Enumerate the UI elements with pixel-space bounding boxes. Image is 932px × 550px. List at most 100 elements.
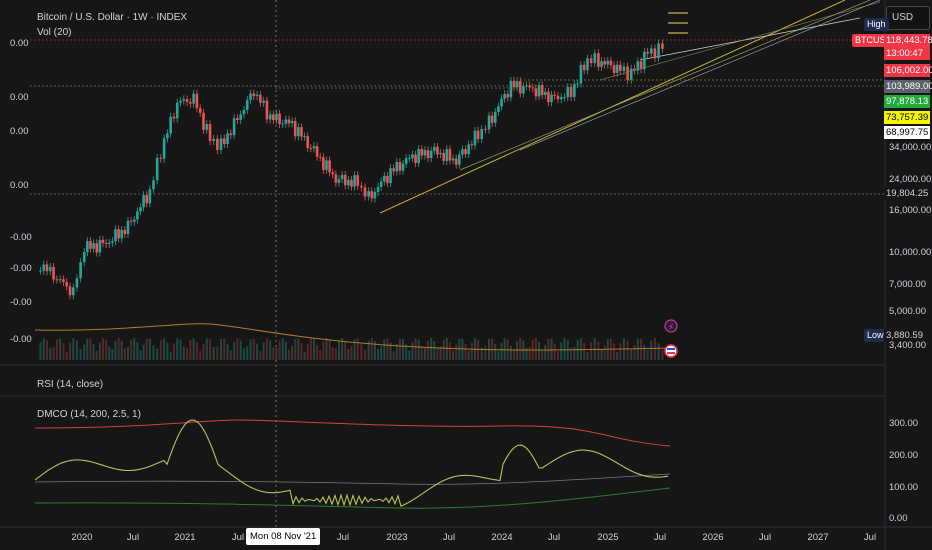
volume-bar — [79, 349, 82, 360]
candle-body — [370, 191, 374, 199]
candle-body — [195, 93, 199, 109]
volume-bar — [130, 339, 133, 360]
volume-bar — [484, 345, 487, 360]
candle-body — [661, 43, 664, 49]
left-axis-label: 0.00 — [10, 126, 29, 137]
volume-bar — [597, 341, 600, 360]
dmco-axis-label: 300.00 — [889, 418, 919, 429]
volume-bar — [265, 338, 268, 360]
volume-bar — [353, 339, 356, 360]
candle-body — [272, 114, 275, 121]
volume-bar — [360, 344, 363, 360]
candle-body — [500, 98, 503, 107]
volume-legend[interactable]: Vol (20) — [37, 27, 72, 38]
candle-body — [509, 80, 513, 98]
volume-bar — [278, 340, 281, 360]
volume-bar — [420, 346, 423, 360]
volume-bar — [101, 338, 104, 360]
rsi-legend[interactable]: RSI (14, close) — [37, 379, 104, 390]
candle-body — [145, 194, 149, 204]
candle-body — [426, 150, 430, 159]
volume-bar — [179, 339, 182, 360]
candle-body — [573, 84, 576, 98]
volume-bar — [303, 351, 306, 360]
candle-body — [222, 138, 226, 144]
volume-bar — [544, 344, 547, 360]
candle-body — [239, 114, 242, 121]
left-axis-label: -0.00 — [10, 297, 32, 308]
candle-body — [404, 158, 408, 164]
volume-bar — [402, 338, 405, 360]
volume-bar — [163, 338, 166, 360]
volume-bar — [350, 345, 353, 360]
position-marks — [668, 12, 688, 34]
candle-body — [278, 113, 281, 125]
candle-body — [360, 185, 363, 188]
candle-body — [65, 281, 69, 287]
volume-bar — [105, 339, 108, 360]
volume-bar — [347, 349, 350, 360]
candle-body — [429, 150, 433, 159]
candle-body — [331, 172, 335, 175]
volume-bar — [661, 350, 664, 360]
candle-body — [525, 85, 528, 87]
volume-bar — [269, 340, 272, 360]
candle-body — [626, 66, 629, 80]
candle-body — [159, 157, 163, 159]
dmco-oscillator — [34, 419, 669, 507]
volume-bar — [370, 338, 373, 360]
volume-bar — [259, 351, 262, 360]
price-axis-label: 10,000.00 — [889, 247, 932, 258]
candle-body — [569, 87, 573, 98]
price-box-level: 97,878.13 — [884, 95, 930, 108]
candle-body — [518, 81, 522, 94]
dmco-legend[interactable]: DMCO (14, 200, 2.5, 1) — [37, 409, 141, 420]
volume-bar — [386, 338, 389, 360]
candle-body — [334, 174, 338, 183]
event-markers[interactable]: ⚡ — [664, 319, 678, 358]
candle-body — [436, 146, 439, 155]
candle-body — [179, 100, 182, 103]
candle-body — [423, 150, 427, 156]
volume-bar — [331, 346, 334, 360]
time-axis-label: Jul — [863, 532, 877, 543]
volume-bar — [142, 344, 145, 360]
candle-body — [600, 61, 603, 67]
currency-button[interactable]: USD — [886, 6, 930, 30]
low-tag: Low — [864, 329, 887, 342]
candle-body — [275, 113, 278, 121]
candle-body — [633, 68, 636, 71]
candle-body — [262, 100, 265, 103]
time-axis-label: Jul — [653, 532, 667, 543]
volume-bar — [152, 345, 155, 360]
candle-body — [101, 239, 105, 244]
volume-bar — [95, 351, 98, 360]
chart-title: Bitcoin / U.S. Dollar · 1W · INDEX — [37, 12, 188, 23]
volume-bar — [72, 338, 75, 360]
volume-bar — [256, 343, 259, 360]
candle-body — [389, 168, 392, 184]
time-axis-label: Jul — [442, 532, 456, 543]
price-box-level: 106,002.00 — [884, 64, 932, 77]
volume-bar — [75, 340, 78, 360]
candle-body — [454, 158, 458, 165]
volume-bar — [480, 347, 483, 360]
candle-body — [162, 138, 166, 159]
candle-body — [192, 93, 195, 104]
candle-body — [185, 99, 189, 102]
candle-body — [606, 60, 610, 65]
volume-bar — [516, 341, 519, 360]
volume-bar — [226, 344, 229, 360]
candle-body — [306, 136, 310, 148]
candle-body — [259, 94, 262, 103]
candle-body — [408, 158, 411, 160]
candles-layer — [39, 39, 664, 300]
volume-bar — [538, 342, 541, 360]
volume-bar — [513, 349, 516, 360]
candle-body — [566, 87, 570, 98]
candle-body — [543, 91, 547, 96]
candle-body — [401, 163, 405, 171]
candle-body — [268, 114, 272, 120]
candle-body — [639, 61, 643, 70]
